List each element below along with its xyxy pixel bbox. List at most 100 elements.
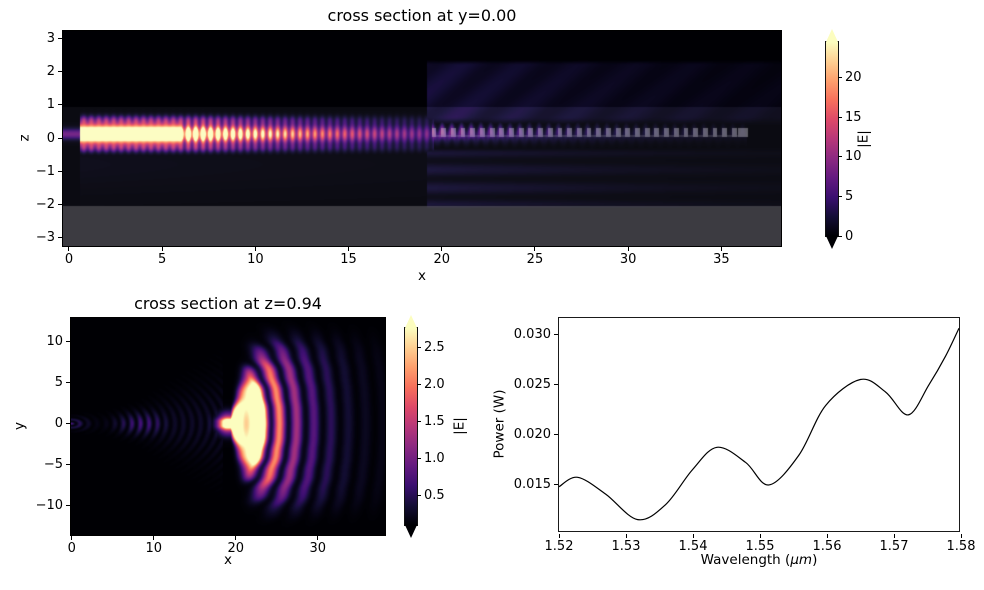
x-tick-mark xyxy=(692,534,694,538)
x-tick-label: 30 xyxy=(309,541,327,556)
x-tick-label: 1.52 xyxy=(544,539,574,554)
y-tick-mark xyxy=(58,38,62,40)
field-xy-axes xyxy=(70,317,386,536)
x-tick-label: 1.53 xyxy=(611,539,641,554)
colorbar-tick-label: 10 xyxy=(845,149,862,165)
y-tick-mark xyxy=(58,170,62,172)
y-tick-label: 0.015 xyxy=(513,476,551,492)
y-tick-mark xyxy=(554,433,558,435)
colorbar-gradient xyxy=(825,41,839,237)
colorbar-upper-arrow xyxy=(826,29,838,42)
field-xz-title: cross section at y=0.00 xyxy=(327,6,517,25)
x-tick-label: 1.56 xyxy=(812,539,842,554)
colorbar-tick-mark xyxy=(838,77,842,79)
y-tick-label: 0.025 xyxy=(513,376,551,392)
xlabel-prefix: Wavelength ( xyxy=(700,552,791,568)
colorbar-tick-label: 1.0 xyxy=(424,451,445,467)
y-tick-label: 0.020 xyxy=(513,426,551,442)
colorbar-tick-mark xyxy=(417,421,421,423)
field-xy-ylabel: y xyxy=(11,422,28,430)
colorbar-tick-mark xyxy=(417,347,421,349)
x-tick-label: 1.58 xyxy=(946,539,976,554)
field-xz-ylabel: z xyxy=(16,134,33,142)
colorbar-tick-label: 2.0 xyxy=(424,377,445,393)
x-tick-mark xyxy=(960,534,962,538)
x-tick-mark xyxy=(759,534,761,538)
x-tick-label: 20 xyxy=(433,252,451,267)
field-xz-axes xyxy=(62,30,782,247)
colorbar-tick-label: 15 xyxy=(845,109,862,125)
x-tick-mark xyxy=(348,247,350,251)
y-tick-mark xyxy=(58,203,62,205)
y-tick-label: 10 xyxy=(46,334,63,350)
colorbar-tick-mark xyxy=(838,156,842,158)
x-tick-mark xyxy=(235,536,237,540)
y-tick-label: −1 xyxy=(35,163,55,179)
xlabel-unit: μm xyxy=(790,552,813,568)
x-tick-mark xyxy=(625,534,627,538)
x-tick-label: 10 xyxy=(145,541,163,556)
field-xz-xlabel: x xyxy=(418,268,426,284)
x-tick-label: 5 xyxy=(158,252,167,267)
y-tick-mark xyxy=(58,71,62,73)
x-tick-mark xyxy=(893,534,895,538)
x-tick-label: 20 xyxy=(227,541,245,556)
y-tick-label: 1 xyxy=(46,97,55,113)
x-tick-label: 10 xyxy=(247,252,264,267)
colorbar-tick-label: 0 xyxy=(845,228,854,244)
power-spectrum-axes xyxy=(558,317,960,532)
x-tick-mark xyxy=(558,534,560,538)
colorbar-tick-label: 2.5 xyxy=(424,340,445,356)
colorbar-tick-label: 1.5 xyxy=(424,414,445,430)
x-tick-label: 1.57 xyxy=(879,539,909,554)
x-tick-label: 0 xyxy=(64,252,74,267)
y-tick-mark xyxy=(58,104,62,106)
x-tick-mark xyxy=(153,536,155,540)
x-tick-label: 15 xyxy=(340,252,357,267)
power-spectrum-xlabel: Wavelength (μm) xyxy=(701,553,818,568)
colorbar-upper-arrow xyxy=(405,315,417,328)
y-tick-mark xyxy=(66,341,70,343)
y-tick-label: −5 xyxy=(43,457,63,473)
colorbar-tick-label: 5 xyxy=(845,188,854,204)
x-tick-mark xyxy=(161,247,163,251)
y-tick-mark xyxy=(66,423,70,425)
y-tick-mark xyxy=(554,483,558,485)
colorbar-tick-mark xyxy=(417,384,421,386)
y-tick-mark xyxy=(66,382,70,384)
y-tick-label: −10 xyxy=(35,498,63,514)
x-tick-label: 0 xyxy=(67,541,76,556)
y-tick-mark xyxy=(58,236,62,238)
x-tick-label: 1.54 xyxy=(678,539,708,554)
y-tick-mark xyxy=(554,383,558,385)
colorbar-lower-arrow xyxy=(826,236,838,249)
field-xy-colorbar-label: |E| xyxy=(451,417,468,435)
field-xy-xlabel: x xyxy=(224,552,232,568)
field-xz-colorbar-label: |E| xyxy=(855,130,872,148)
x-tick-mark xyxy=(720,247,722,251)
colorbar-tick-label: 0.5 xyxy=(424,487,445,503)
x-tick-mark xyxy=(826,534,828,538)
x-tick-mark xyxy=(317,536,319,540)
power-spectrum-curve xyxy=(559,318,959,531)
colorbar-tick-mark xyxy=(838,116,842,118)
y-tick-label: 2 xyxy=(46,64,55,80)
x-tick-mark xyxy=(627,247,629,251)
x-tick-label: 1.55 xyxy=(745,539,775,554)
colorbar-lower-arrow xyxy=(405,525,417,538)
y-tick-label: 0 xyxy=(54,416,63,432)
x-tick-mark xyxy=(441,247,443,251)
y-tick-label: 3 xyxy=(46,31,55,47)
colorbar-gradient xyxy=(404,327,418,526)
colorbar-tick-label: 20 xyxy=(845,70,862,86)
y-tick-mark xyxy=(66,505,70,507)
colorbar-tick-mark xyxy=(838,195,842,197)
y-tick-mark xyxy=(58,137,62,139)
y-tick-label: 5 xyxy=(54,375,63,391)
xlabel-suffix: ) xyxy=(812,552,818,568)
y-tick-label: −2 xyxy=(35,196,55,212)
colorbar-tick-mark xyxy=(838,235,842,237)
power-spectrum-ylabel: Power (W) xyxy=(491,389,508,459)
colorbar-tick-mark xyxy=(417,494,421,496)
